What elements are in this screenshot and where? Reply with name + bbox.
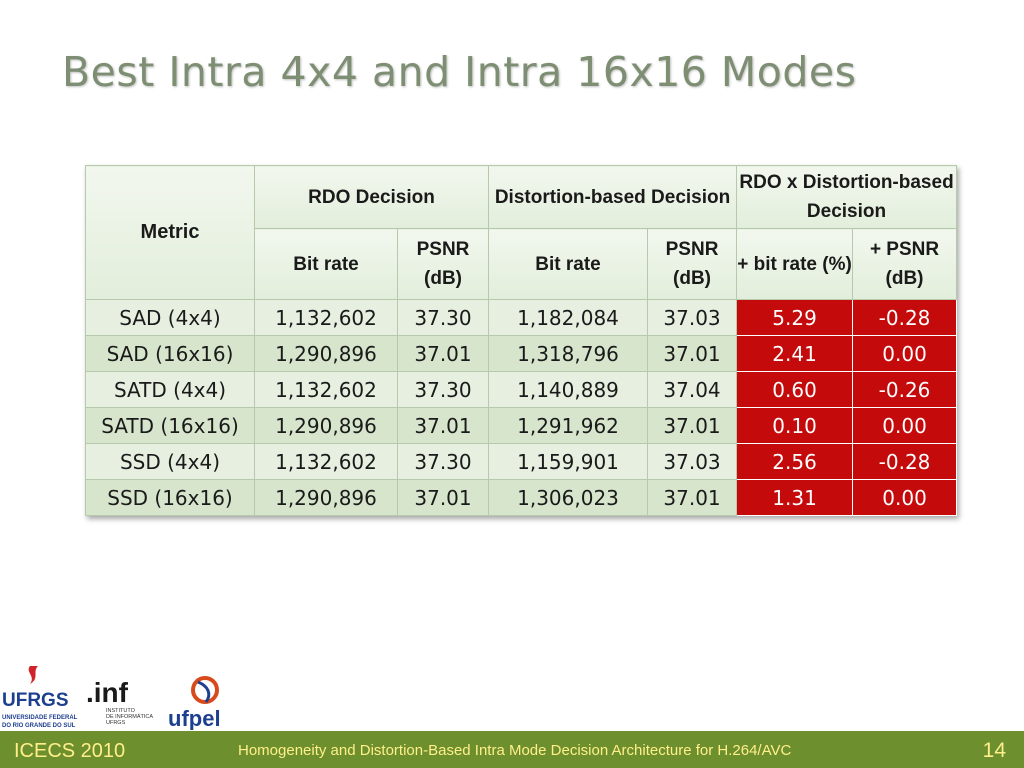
cell-rdo-psnr: 37.30 — [396, 443, 490, 480]
ufrgs-text: UFRGS — [2, 690, 69, 711]
header-dist-psnr: PSNR (dB) — [647, 228, 738, 300]
header-plus-bitrate: + bit rate (%) — [736, 228, 854, 300]
cell-metric: SATD (16x16) — [85, 407, 255, 444]
cell-dist-psnr: 37.01 — [647, 335, 738, 372]
cell-plus-bitrate: 1.31 — [736, 479, 854, 516]
cell-plus-bitrate: 0.10 — [736, 407, 854, 444]
table-row: SATD (16x16) 1,290,896 37.01 1,291,962 3… — [85, 407, 958, 444]
cell-dist-psnr: 37.01 — [647, 479, 738, 516]
cell-rdo-bitrate: 1,132,602 — [254, 299, 398, 336]
cell-plus-bitrate: 0.60 — [736, 371, 854, 408]
cell-metric: SAD (4x4) — [85, 299, 255, 336]
cell-metric: SSD (4x4) — [85, 443, 255, 480]
cell-metric: SATD (4x4) — [85, 371, 255, 408]
header-metric: Metric — [85, 165, 255, 300]
header-combined-decision: RDO x Distortion-based Decision — [736, 165, 958, 229]
table-row: SAD (4x4) 1,132,602 37.30 1,182,084 37.0… — [85, 299, 958, 336]
cell-rdo-bitrate: 1,132,602 — [254, 443, 398, 480]
cell-metric: SSD (16x16) — [85, 479, 255, 516]
ufrgs-subtext-2: DO RIO GRANDE DO SUL — [2, 723, 76, 729]
cell-dist-bitrate: 1,306,023 — [488, 479, 649, 516]
header-distortion-decision: Distortion-based Decision — [488, 165, 738, 229]
cell-dist-psnr: 37.04 — [647, 371, 738, 408]
cell-rdo-psnr: 37.30 — [396, 371, 490, 408]
cell-plus-bitrate: 2.56 — [736, 443, 854, 480]
cell-plus-psnr: 0.00 — [852, 407, 958, 444]
cell-dist-psnr: 37.03 — [647, 443, 738, 480]
header-rdo-bitrate: Bit rate — [254, 228, 398, 300]
cell-plus-bitrate: 2.41 — [736, 335, 854, 372]
cell-plus-psnr: -0.26 — [852, 371, 958, 408]
institution-logos: UFRGS UNIVERSIDADE FEDERAL DO RIO GRANDE… — [2, 666, 221, 730]
table-row: SATD (4x4) 1,132,602 37.30 1,140,889 37.… — [85, 371, 958, 408]
header-rdo-decision: RDO Decision — [253, 165, 490, 229]
cell-plus-psnr: -0.28 — [852, 299, 958, 336]
footer-conference: ICECS 2010 — [14, 740, 126, 762]
cell-plus-bitrate: 5.29 — [736, 299, 854, 336]
footer-bar: ICECS 2010 Homogeneity and Distortion-Ba… — [0, 731, 1024, 768]
header-rdo-psnr: PSNR (dB) — [396, 228, 490, 300]
cell-plus-psnr: -0.28 — [852, 443, 958, 480]
cell-dist-bitrate: 1,182,084 — [488, 299, 649, 336]
inf-subtext-3: UFRGS — [106, 720, 126, 726]
table-row: SSD (4x4) 1,132,602 37.30 1,159,901 37.0… — [85, 443, 958, 480]
table-row: SAD (16x16) 1,290,896 37.01 1,318,796 37… — [85, 335, 958, 372]
ufpel-text: ufpel — [168, 706, 221, 730]
results-table: Metric RDO Decision Distortion-based Dec… — [85, 165, 958, 516]
slide-title: Best Intra 4x4 and Intra 16x16 Modes — [62, 48, 857, 96]
cell-rdo-psnr: 37.01 — [396, 407, 490, 444]
ufrgs-logo: UFRGS UNIVERSIDADE FEDERAL DO RIO GRANDE… — [2, 666, 78, 729]
cell-dist-bitrate: 1,159,901 — [488, 443, 649, 480]
cell-dist-bitrate: 1,140,889 — [488, 371, 649, 408]
header-plus-psnr: + PSNR (dB) — [852, 228, 958, 300]
cell-dist-bitrate: 1,318,796 — [488, 335, 649, 372]
cell-rdo-bitrate: 1,290,896 — [254, 407, 398, 444]
cell-dist-bitrate: 1,291,962 — [488, 407, 649, 444]
cell-rdo-bitrate: 1,132,602 — [254, 371, 398, 408]
cell-rdo-psnr: 37.01 — [396, 335, 490, 372]
footer-page-number: 14 — [982, 739, 1006, 762]
cell-metric: SAD (16x16) — [85, 335, 255, 372]
cell-dist-psnr: 37.01 — [647, 407, 738, 444]
footer-paper-title: Homogeneity and Distortion-Based Intra M… — [238, 742, 792, 759]
inf-logo: .inf INSTITUTO DE INFORMÁTICA UFRGS — [86, 677, 153, 726]
cell-plus-psnr: 0.00 — [852, 479, 958, 516]
cell-rdo-psnr: 37.30 — [396, 299, 490, 336]
table-row: SSD (16x16) 1,290,896 37.01 1,306,023 37… — [85, 479, 958, 516]
cell-plus-psnr: 0.00 — [852, 335, 958, 372]
cell-rdo-bitrate: 1,290,896 — [254, 479, 398, 516]
ufpel-logo: ufpel — [168, 676, 221, 730]
inf-text: .inf — [86, 677, 129, 708]
header-dist-bitrate: Bit rate — [488, 228, 649, 300]
inf-subtext-1: INSTITUTO — [106, 708, 136, 714]
cell-dist-psnr: 37.03 — [647, 299, 738, 336]
inf-subtext-2: DE INFORMÁTICA — [106, 713, 153, 720]
cell-rdo-bitrate: 1,290,896 — [254, 335, 398, 372]
ufrgs-subtext-1: UNIVERSIDADE FEDERAL — [2, 715, 78, 721]
cell-rdo-psnr: 37.01 — [396, 479, 490, 516]
